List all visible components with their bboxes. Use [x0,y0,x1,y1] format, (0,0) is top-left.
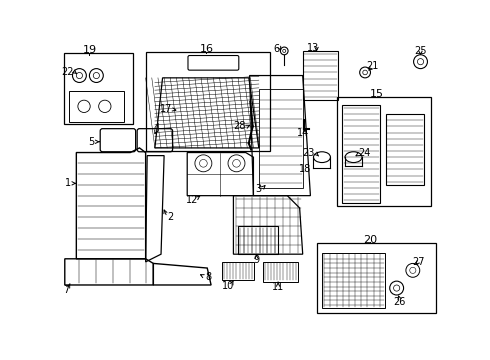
Text: 19: 19 [82,45,97,55]
Text: 22: 22 [62,67,74,77]
Bar [238,226,278,254]
Text: 15: 15 [369,89,384,99]
Bar [303,51,338,100]
Bar [342,105,381,203]
Text: 16: 16 [199,44,214,54]
Bar [337,97,431,206]
Text: 23: 23 [303,148,315,158]
Text: 1: 1 [65,178,71,188]
Text: 3: 3 [256,184,262,194]
Text: 9: 9 [253,255,260,265]
Text: 18: 18 [299,165,311,175]
Bar [146,53,270,151]
Bar [69,91,124,122]
Text: 11: 11 [272,282,284,292]
Text: 5: 5 [88,137,94,147]
Text: 17: 17 [160,104,172,114]
Bar [263,262,298,282]
Text: 7: 7 [63,285,70,294]
Text: 13: 13 [307,43,319,53]
Text: 6: 6 [273,44,280,54]
Text: 14: 14 [296,127,309,138]
Text: 25: 25 [414,46,427,56]
Text: 24: 24 [358,148,370,158]
Text: 27: 27 [412,257,424,267]
Bar [222,262,254,280]
Text: 2: 2 [167,212,173,222]
Bar [64,53,133,124]
Text: 12: 12 [186,194,198,204]
Bar [317,243,436,313]
Text: 26: 26 [393,297,406,307]
Text: 20: 20 [364,235,377,244]
Bar [322,253,385,308]
Text: 8: 8 [206,271,212,282]
Bar [259,89,303,188]
Text: 28: 28 [233,121,246,131]
Text: 10: 10 [222,281,234,291]
Text: 4: 4 [153,123,159,133]
Text: 21: 21 [367,61,379,71]
Bar [386,114,424,185]
